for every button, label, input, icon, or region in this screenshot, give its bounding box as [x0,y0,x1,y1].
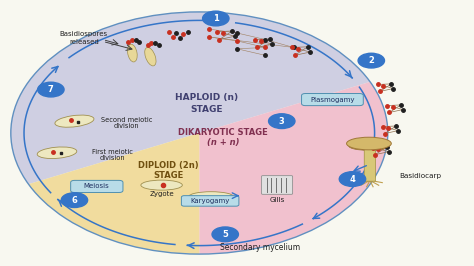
Ellipse shape [141,180,182,190]
Text: 2: 2 [368,56,374,65]
Ellipse shape [37,147,77,159]
Circle shape [37,82,64,97]
Text: 6: 6 [72,196,77,205]
Text: Meiosis: Meiosis [84,184,109,189]
Text: released: released [69,39,99,45]
Text: STAGE: STAGE [190,105,223,114]
Text: 3: 3 [279,117,285,126]
Text: Second meiotic: Second meiotic [100,117,152,123]
FancyBboxPatch shape [182,196,239,206]
Polygon shape [11,12,370,184]
Text: (n + n): (n + n) [207,138,239,147]
Polygon shape [28,133,199,254]
Circle shape [339,172,365,186]
FancyBboxPatch shape [71,180,123,193]
Text: Zygote: Zygote [149,191,174,197]
Text: 5: 5 [222,230,228,239]
Text: DIPLOID (2n): DIPLOID (2n) [138,161,199,171]
Text: Basidiocarp: Basidiocarp [400,173,442,180]
Text: STAGE: STAGE [154,171,184,180]
Circle shape [212,227,238,242]
Text: Karyogamy: Karyogamy [191,198,230,204]
Circle shape [358,53,384,68]
Ellipse shape [55,115,94,127]
Text: First meiotic: First meiotic [91,149,133,155]
Ellipse shape [128,44,137,62]
Ellipse shape [189,192,234,202]
Ellipse shape [349,142,389,150]
Text: Plasmogamy: Plasmogamy [310,97,355,103]
Text: division: division [113,123,139,130]
Text: 4: 4 [349,174,356,184]
Text: 7: 7 [48,85,54,94]
Text: division: division [100,155,125,161]
Circle shape [61,193,88,207]
Ellipse shape [145,47,156,66]
FancyBboxPatch shape [262,176,292,194]
Circle shape [269,114,295,128]
Text: 1: 1 [213,14,219,23]
Text: Secondary mycelium: Secondary mycelium [220,243,301,252]
Text: HAPLOID (n): HAPLOID (n) [175,93,238,102]
Text: DIKARYOTIC STAGE: DIKARYOTIC STAGE [178,128,268,138]
Circle shape [202,11,229,26]
Ellipse shape [346,137,392,150]
Text: Gills: Gills [269,197,285,203]
FancyBboxPatch shape [301,94,363,106]
Text: Basidiospores: Basidiospores [60,31,108,37]
FancyBboxPatch shape [364,148,375,181]
Polygon shape [199,82,388,254]
